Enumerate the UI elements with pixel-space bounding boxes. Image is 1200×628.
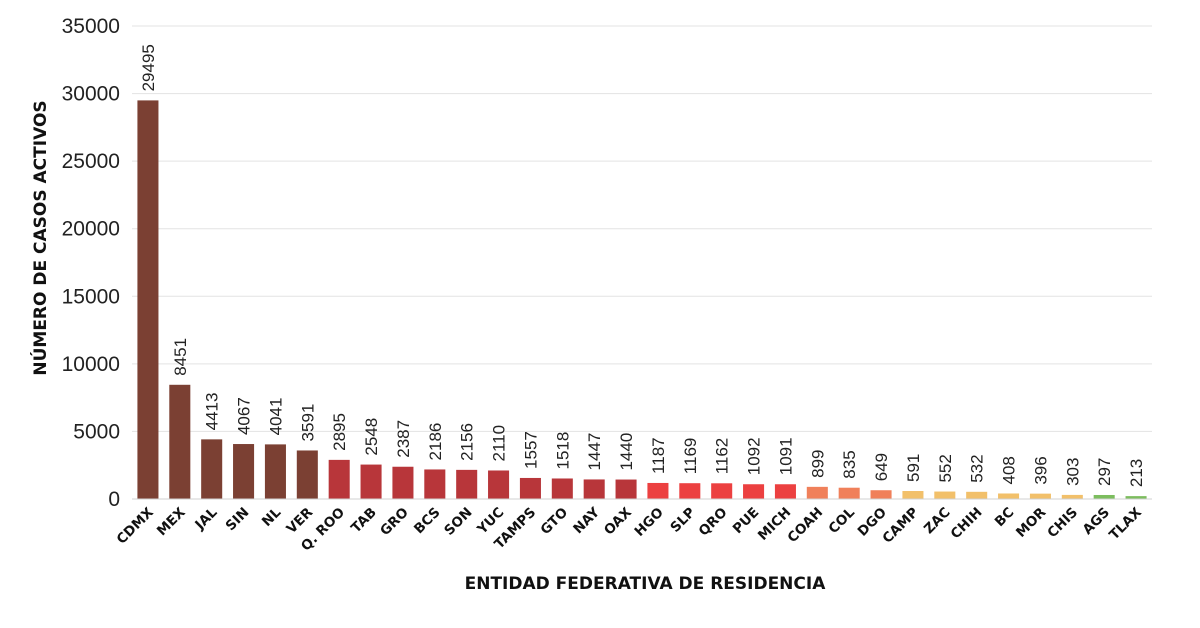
bar-dgo <box>870 490 892 499</box>
bar-slp <box>679 483 701 499</box>
y-tick-label: 15000 <box>62 285 120 308</box>
value-label: 2895 <box>330 413 349 451</box>
bar-gro <box>392 466 414 499</box>
bar-camp <box>902 491 924 499</box>
bar-tlax <box>1125 496 1147 499</box>
y-tick-label: 25000 <box>62 150 120 173</box>
bar-mor <box>1029 493 1051 499</box>
bar-bc <box>998 493 1020 499</box>
bar-nl <box>264 444 286 499</box>
value-label: 2186 <box>426 423 445 461</box>
value-label: 303 <box>1063 458 1082 486</box>
value-label: 3591 <box>298 404 317 442</box>
bar-bcs <box>424 469 446 499</box>
bar-cdmx <box>137 100 159 499</box>
value-label: 591 <box>904 454 923 482</box>
value-label: 835 <box>840 450 859 478</box>
bar-qro <box>711 483 733 499</box>
value-label: 4413 <box>203 393 222 431</box>
value-label: 396 <box>1031 456 1050 484</box>
value-label: 4041 <box>266 398 285 436</box>
value-label: 532 <box>968 454 987 482</box>
value-label: 8451 <box>171 338 190 376</box>
bar-tamps <box>519 477 541 499</box>
bar-ags <box>1093 494 1115 499</box>
y-axis-ticks: 0 5000 10000 15000 20000 25000 30000 35000 <box>62 15 120 511</box>
value-label: 1440 <box>617 433 636 471</box>
y-tick-label: 20000 <box>62 218 120 241</box>
bar-nay <box>583 479 605 499</box>
bar-hgo <box>647 482 669 499</box>
value-label: 213 <box>1127 459 1146 487</box>
value-label: 1187 <box>649 437 668 474</box>
value-label: 4067 <box>235 397 254 435</box>
bar-son <box>456 469 478 499</box>
value-label: 1169 <box>681 438 700 475</box>
bars <box>132 100 1152 500</box>
y-tick-label: 30000 <box>62 83 120 106</box>
value-label: 2387 <box>394 420 413 458</box>
bar-chih <box>966 491 988 499</box>
value-label: 1092 <box>745 437 764 475</box>
value-label: 649 <box>872 453 891 481</box>
y-tick-label: 5000 <box>73 420 120 443</box>
value-label: 2156 <box>458 423 477 461</box>
bar-gto <box>551 478 573 499</box>
value-label: 1518 <box>553 432 572 470</box>
value-label: 1557 <box>521 431 540 469</box>
bar-qroo <box>328 459 350 499</box>
bar-coah <box>806 486 828 499</box>
bar-zac <box>934 491 956 499</box>
bar-col <box>838 487 860 499</box>
value-label: 297 <box>1095 458 1114 486</box>
value-label: 2110 <box>490 425 509 462</box>
bar-pue <box>743 484 765 499</box>
value-label: 1091 <box>776 437 795 475</box>
y-tick-label: 35000 <box>62 15 120 38</box>
y-tick-label: 10000 <box>62 353 120 376</box>
bar-chis <box>1061 494 1083 499</box>
bar-jal <box>201 439 223 499</box>
bar-sin <box>233 444 255 499</box>
value-label: 408 <box>1000 456 1019 484</box>
value-label: 899 <box>808 449 827 477</box>
y-tick-label: 0 <box>108 488 120 511</box>
y-axis-title: NÚMERO DE CASOS ACTIVOS <box>29 100 51 375</box>
bar-yuc <box>488 470 510 499</box>
bar-tab <box>360 464 382 499</box>
value-labels: 29495 8451 4413 4067 4041 3591 2895 2548 2387 218… <box>139 44 1146 487</box>
bar-ver <box>296 450 318 499</box>
bar-mex <box>169 384 191 499</box>
value-label: 2548 <box>362 418 381 456</box>
value-label: 552 <box>936 454 955 482</box>
value-label: 1447 <box>585 433 604 471</box>
value-label: 29495 <box>139 44 158 91</box>
bar-mich <box>774 484 796 499</box>
x-axis-title: ENTIDAD FEDERATIVA DE RESIDENCIA <box>465 574 827 594</box>
value-label: 1162 <box>713 438 732 475</box>
bar-oax <box>615 479 637 499</box>
